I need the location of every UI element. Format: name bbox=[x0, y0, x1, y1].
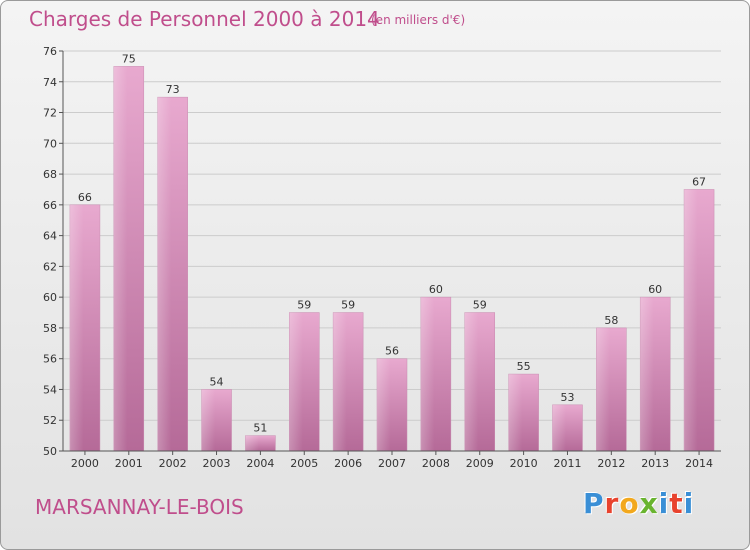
axes: 50 52 54 56 58 60 62 64 66 68 70 72 74 76 2000 2001 2002… bbox=[43, 45, 721, 470]
bar-shine-2011 bbox=[552, 404, 566, 451]
y-tick-label: 60 bbox=[43, 291, 57, 304]
y-tick-label: 50 bbox=[43, 445, 57, 458]
bar-shine-2006 bbox=[333, 312, 347, 451]
data-label-2012: 58 bbox=[604, 314, 618, 327]
x-tick-label-2010: 2010 bbox=[510, 457, 538, 470]
x-tick-label-2000: 2000 bbox=[71, 457, 99, 470]
data-label-2008: 60 bbox=[429, 283, 443, 296]
logo-letter: i bbox=[683, 487, 695, 520]
x-tick-label-2013: 2013 bbox=[641, 457, 669, 470]
logo-letter: i bbox=[658, 487, 670, 520]
x-tick-label-2009: 2009 bbox=[466, 457, 494, 470]
chart-title: Charges de Personnel 2000 à 2014 bbox=[29, 7, 380, 31]
x-tick-label-2002: 2002 bbox=[159, 457, 187, 470]
bar-shine-2007 bbox=[377, 358, 391, 451]
data-label-2011: 53 bbox=[560, 391, 574, 404]
data-label-2002: 73 bbox=[166, 83, 180, 96]
x-tick-label-2006: 2006 bbox=[334, 457, 362, 470]
bar-shine-2003 bbox=[201, 389, 216, 451]
data-label-2003: 54 bbox=[210, 375, 224, 388]
data-label-2007: 56 bbox=[385, 345, 399, 358]
data-label-2000: 66 bbox=[78, 191, 92, 204]
bar-shine-2010 bbox=[508, 374, 523, 451]
logo-letter: P bbox=[583, 487, 605, 520]
bar-shine-2008 bbox=[420, 297, 435, 451]
data-label-2001: 75 bbox=[122, 52, 136, 65]
x-tick-label-2007: 2007 bbox=[378, 457, 406, 470]
bar-shine-2000 bbox=[69, 204, 84, 451]
data-label-2009: 59 bbox=[473, 299, 487, 312]
data-label-2005: 59 bbox=[297, 299, 311, 312]
y-tick-label: 76 bbox=[43, 45, 57, 58]
bar-shine-2009 bbox=[464, 312, 479, 451]
y-tick-label: 64 bbox=[43, 230, 57, 243]
y-tick-label: 70 bbox=[43, 137, 57, 150]
bar-shine-2001 bbox=[113, 66, 128, 451]
data-label-2004: 51 bbox=[253, 422, 267, 435]
y-tick-label: 52 bbox=[43, 414, 57, 427]
y-tick-label: 56 bbox=[43, 353, 57, 366]
x-tick-label-2014: 2014 bbox=[685, 457, 713, 470]
data-label-2006: 59 bbox=[341, 299, 355, 312]
y-tick-label: 54 bbox=[43, 383, 57, 396]
y-tick-label: 66 bbox=[43, 199, 57, 212]
logo-letter: r bbox=[604, 487, 620, 520]
bar-shine-2012 bbox=[596, 327, 610, 451]
data-label-2013: 60 bbox=[648, 283, 662, 296]
x-tick-label-2012: 2012 bbox=[597, 457, 625, 470]
data-label-2010: 55 bbox=[517, 360, 531, 373]
logo-letter: x bbox=[639, 487, 659, 520]
logo-letter: t bbox=[669, 487, 684, 520]
bar-shine-2004 bbox=[245, 435, 259, 451]
logo-letter: o bbox=[619, 487, 640, 520]
x-tick-label-2003: 2003 bbox=[203, 457, 231, 470]
x-tick-label-2004: 2004 bbox=[246, 457, 274, 470]
y-tick-label: 68 bbox=[43, 168, 57, 181]
bar-shine-2002 bbox=[157, 97, 172, 452]
x-tick-label-2005: 2005 bbox=[290, 457, 318, 470]
x-tick-label-2001: 2001 bbox=[115, 457, 143, 470]
y-tick-label: 74 bbox=[43, 76, 57, 89]
x-tick-label-2008: 2008 bbox=[422, 457, 450, 470]
data-label-2014: 67 bbox=[692, 175, 706, 188]
chart-subtitle: (en milliers d'€) bbox=[371, 13, 466, 27]
y-tick-label: 58 bbox=[43, 322, 57, 335]
bar-shine-2013 bbox=[640, 297, 654, 451]
bar-shine-2005 bbox=[289, 312, 303, 451]
y-tick-label: 72 bbox=[43, 107, 57, 120]
proxiti-logo: Proxiti bbox=[583, 487, 694, 520]
y-tick-label: 62 bbox=[43, 260, 57, 273]
commune-name: MARSANNAY-LE-BOIS bbox=[35, 495, 244, 519]
bar-shine-2014 bbox=[684, 189, 698, 451]
x-tick-label-2011: 2011 bbox=[553, 457, 581, 470]
